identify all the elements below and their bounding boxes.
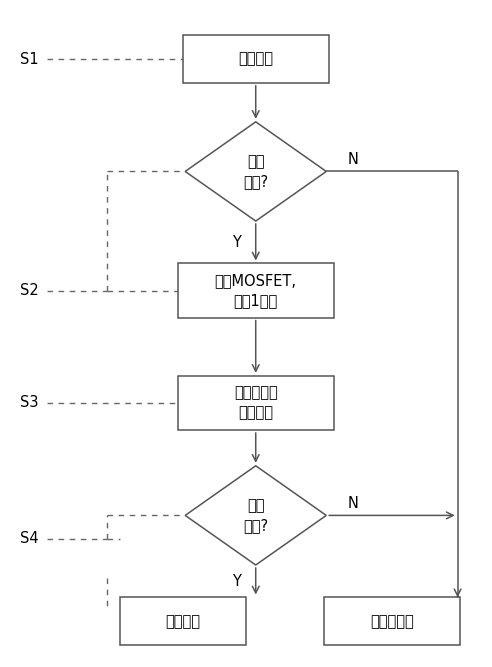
Bar: [178, 263, 334, 317]
Text: Y: Y: [232, 235, 241, 249]
Text: N: N: [347, 496, 359, 511]
Text: S3: S3: [20, 396, 39, 410]
Bar: [324, 598, 460, 645]
Text: 风机未开路: 风机未开路: [370, 614, 414, 629]
Text: Y: Y: [232, 574, 241, 589]
Text: 接插件正极
电压检测: 接插件正极 电压检测: [234, 386, 277, 420]
Text: N: N: [347, 152, 359, 167]
Bar: [120, 598, 246, 645]
Text: S2: S2: [20, 283, 39, 298]
Text: S1: S1: [20, 51, 39, 67]
Polygon shape: [185, 122, 326, 221]
Text: 电流检测: 电流检测: [238, 51, 273, 67]
Polygon shape: [185, 466, 326, 565]
Bar: [178, 376, 334, 430]
Text: S4: S4: [20, 531, 39, 546]
Text: 电流
为零?: 电流 为零?: [243, 154, 268, 189]
Text: 关闭MOSFET,
延时1毫秒: 关闭MOSFET, 延时1毫秒: [215, 273, 297, 308]
Bar: [183, 35, 329, 83]
Text: 风机开路: 风机开路: [165, 614, 200, 629]
Text: 电压
为零?: 电压 为零?: [243, 498, 268, 533]
